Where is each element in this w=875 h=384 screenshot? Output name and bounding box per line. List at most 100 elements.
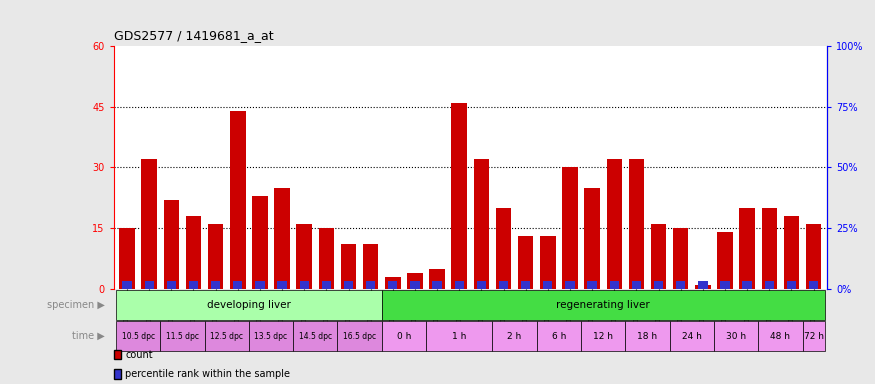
Text: 72 h: 72 h xyxy=(803,332,823,341)
Text: 48 h: 48 h xyxy=(770,332,790,341)
Bar xyxy=(142,159,157,289)
Bar xyxy=(205,321,248,351)
Bar xyxy=(277,281,287,289)
Bar xyxy=(698,281,708,289)
Bar xyxy=(743,281,752,289)
Bar xyxy=(673,228,689,289)
Bar xyxy=(382,321,426,351)
Bar xyxy=(123,281,132,289)
Text: 0 h: 0 h xyxy=(396,332,411,341)
Bar xyxy=(761,208,777,289)
Bar xyxy=(186,216,201,289)
Bar xyxy=(802,321,824,351)
Bar xyxy=(632,281,641,289)
Bar xyxy=(275,188,290,289)
Bar xyxy=(208,224,223,289)
Bar xyxy=(496,208,511,289)
Bar xyxy=(584,188,600,289)
Bar xyxy=(385,277,401,289)
Bar xyxy=(695,285,710,289)
Bar xyxy=(144,281,154,289)
Bar xyxy=(363,244,378,289)
Text: 14.5 dpc: 14.5 dpc xyxy=(298,332,332,341)
Bar xyxy=(119,228,135,289)
Bar xyxy=(455,281,464,289)
Bar xyxy=(211,281,220,289)
Bar xyxy=(563,167,578,289)
Bar xyxy=(521,281,530,289)
Text: specimen ▶: specimen ▶ xyxy=(47,300,105,310)
Bar xyxy=(651,224,666,289)
Bar xyxy=(628,159,644,289)
Bar xyxy=(587,281,597,289)
Bar xyxy=(160,321,205,351)
Bar xyxy=(299,281,309,289)
Text: 1 h: 1 h xyxy=(452,332,466,341)
Text: 6 h: 6 h xyxy=(552,332,566,341)
Bar xyxy=(233,281,242,289)
Bar xyxy=(606,159,622,289)
Bar xyxy=(322,281,331,289)
Bar xyxy=(806,224,822,289)
Bar xyxy=(432,281,442,289)
Bar xyxy=(116,290,382,320)
Text: percentile rank within the sample: percentile rank within the sample xyxy=(125,369,290,379)
Bar xyxy=(344,281,354,289)
Bar xyxy=(669,321,714,351)
Bar xyxy=(388,281,397,289)
Bar xyxy=(410,281,420,289)
Text: developing liver: developing liver xyxy=(206,300,290,310)
Bar xyxy=(499,281,508,289)
Bar xyxy=(654,281,663,289)
Bar xyxy=(784,216,799,289)
Bar xyxy=(430,269,444,289)
Bar xyxy=(116,321,160,351)
Bar xyxy=(297,224,312,289)
Text: 16.5 dpc: 16.5 dpc xyxy=(343,332,376,341)
Bar xyxy=(293,321,338,351)
Bar xyxy=(230,111,246,289)
Bar xyxy=(164,200,179,289)
Text: 24 h: 24 h xyxy=(682,332,702,341)
Text: 13.5 dpc: 13.5 dpc xyxy=(255,332,288,341)
Bar xyxy=(676,281,685,289)
Bar xyxy=(718,232,732,289)
Bar xyxy=(338,321,382,351)
Bar xyxy=(493,321,536,351)
Bar xyxy=(477,281,486,289)
Text: regenerating liver: regenerating liver xyxy=(556,300,650,310)
Text: time ▶: time ▶ xyxy=(73,331,105,341)
Bar xyxy=(382,290,824,320)
Bar xyxy=(426,321,493,351)
Bar xyxy=(759,321,802,351)
Bar xyxy=(626,321,669,351)
Bar xyxy=(610,281,619,289)
Text: 12.5 dpc: 12.5 dpc xyxy=(210,332,243,341)
Bar xyxy=(407,273,423,289)
Text: 2 h: 2 h xyxy=(507,332,522,341)
Bar xyxy=(714,321,759,351)
Bar xyxy=(565,281,575,289)
Bar xyxy=(720,281,730,289)
Text: 12 h: 12 h xyxy=(593,332,613,341)
Text: 11.5 dpc: 11.5 dpc xyxy=(166,332,199,341)
Bar xyxy=(540,236,556,289)
Bar xyxy=(536,321,581,351)
Text: 10.5 dpc: 10.5 dpc xyxy=(122,332,155,341)
Bar xyxy=(255,281,264,289)
Bar xyxy=(581,321,626,351)
Bar xyxy=(166,281,176,289)
Bar xyxy=(248,321,293,351)
Bar xyxy=(318,228,334,289)
Bar xyxy=(739,208,755,289)
Bar xyxy=(366,281,375,289)
Text: 18 h: 18 h xyxy=(637,332,657,341)
Bar xyxy=(518,236,534,289)
Bar xyxy=(787,281,796,289)
Bar xyxy=(452,103,467,289)
Bar xyxy=(808,281,818,289)
Text: count: count xyxy=(125,349,153,359)
Bar xyxy=(340,244,356,289)
Bar xyxy=(765,281,774,289)
Bar xyxy=(543,281,552,289)
